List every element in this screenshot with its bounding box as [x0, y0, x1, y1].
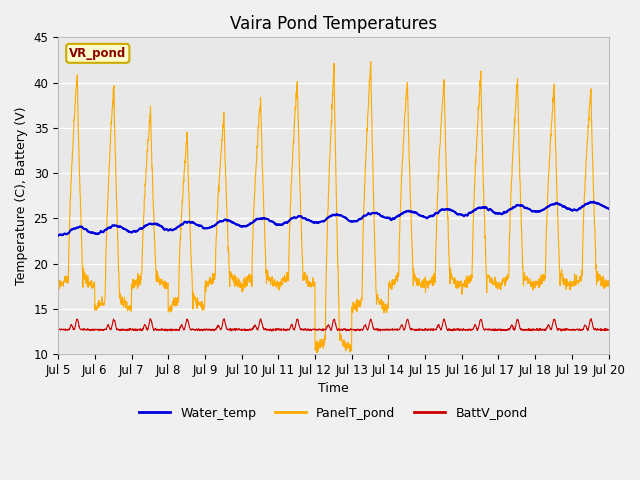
Text: VR_pond: VR_pond [69, 47, 127, 60]
X-axis label: Time: Time [318, 383, 349, 396]
Y-axis label: Temperature (C), Battery (V): Temperature (C), Battery (V) [15, 107, 28, 285]
Title: Vaira Pond Temperatures: Vaira Pond Temperatures [230, 15, 437, 33]
Legend: Water_temp, PanelT_pond, BattV_pond: Water_temp, PanelT_pond, BattV_pond [134, 402, 532, 424]
